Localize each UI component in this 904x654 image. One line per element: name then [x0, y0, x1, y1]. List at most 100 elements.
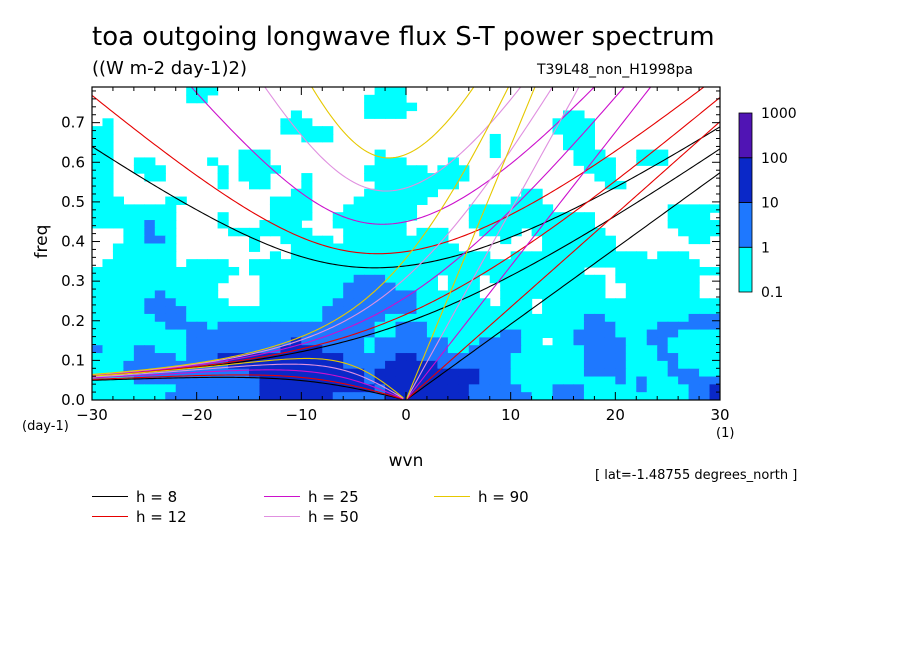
spectrum-cell	[385, 353, 397, 362]
spectrum-cell	[353, 306, 365, 315]
spectrum-cell	[636, 157, 648, 166]
spectrum-cell	[573, 306, 585, 315]
spectrum-cell	[447, 282, 459, 292]
spectrum-cell	[489, 266, 501, 276]
spectrum-cell	[416, 376, 428, 385]
spectrum-cell	[531, 353, 543, 362]
spectrum-cell	[269, 212, 281, 221]
spectrum-cell	[468, 337, 480, 346]
spectrum-cell	[301, 173, 313, 182]
spectrum-cell	[290, 345, 302, 354]
spectrum-cell	[594, 290, 606, 299]
spectrum-cell	[165, 360, 177, 370]
spectrum-cell	[636, 298, 648, 307]
spectrum-cell	[699, 313, 711, 323]
spectrum-cell	[468, 212, 480, 221]
spectrum-cell	[112, 243, 124, 252]
spectrum-cell	[165, 282, 177, 292]
spectrum-cell	[479, 227, 491, 237]
spectrum-cell	[123, 282, 135, 292]
spectrum-cell	[625, 266, 637, 276]
spectrum-cell	[343, 235, 355, 245]
spectrum-cell	[165, 259, 177, 268]
spectrum-cell	[259, 180, 271, 190]
spectrum-cell	[175, 353, 187, 362]
spectrum-cell	[311, 321, 323, 331]
spectrum-cell	[301, 212, 313, 221]
spectrum-cell	[280, 227, 292, 237]
spectrum-cell	[699, 227, 711, 237]
spectrum-cell	[259, 266, 271, 276]
spectrum-cell	[458, 259, 470, 268]
y-tick-label: 0.3	[61, 272, 85, 290]
spectrum-cell	[154, 360, 166, 370]
spectrum-cell	[657, 345, 669, 354]
spectrum-cell	[154, 251, 166, 260]
spectrum-cell	[144, 282, 156, 292]
spectrum-cell	[249, 149, 261, 159]
spectrum-cell	[573, 376, 585, 385]
spectrum-cell	[175, 274, 187, 284]
spectrum-cell	[447, 368, 459, 378]
spectrum-cell	[615, 266, 627, 276]
spectrum-cell	[343, 345, 355, 354]
spectrum-cell	[269, 165, 281, 174]
spectrum-cell	[395, 345, 407, 354]
spectrum-cell	[165, 220, 177, 229]
spectrum-cell	[238, 392, 250, 400]
spectrum-cell	[500, 384, 512, 393]
spectrum-cell	[269, 329, 281, 339]
spectrum-cell	[552, 274, 564, 284]
spectrum-cell	[144, 165, 156, 174]
spectrum-cell	[280, 298, 292, 307]
spectrum-cell	[269, 266, 281, 276]
spectrum-cell	[437, 251, 449, 260]
spectrum-cell	[573, 337, 585, 346]
spectrum-cell	[699, 345, 711, 354]
spectrum-cell	[175, 329, 187, 339]
spectrum-cell	[500, 212, 512, 221]
spectrum-cell	[552, 243, 564, 252]
spectrum-cell	[552, 376, 564, 385]
spectrum-cell	[657, 368, 669, 378]
spectrum-cell	[280, 235, 292, 245]
spectrum-cell	[489, 306, 501, 315]
colorbar-swatch	[738, 202, 753, 248]
spectrum-cell	[374, 306, 386, 315]
spectrum-cell	[353, 251, 365, 260]
spectrum-cell	[563, 110, 575, 119]
spectrum-cell	[269, 337, 281, 346]
spectrum-cell	[458, 368, 470, 378]
spectrum-cell	[573, 220, 585, 229]
spectrum-cell	[353, 290, 365, 299]
spectrum-cell	[249, 157, 261, 166]
spectrum-cell	[322, 337, 334, 346]
spectrum-cell	[92, 345, 104, 354]
legend-swatch	[92, 516, 128, 517]
spectrum-cell	[123, 298, 135, 307]
spectrum-cell	[615, 180, 627, 190]
spectrum-cell	[583, 235, 595, 245]
spectrum-cell	[133, 290, 145, 299]
spectrum-cell	[112, 290, 124, 299]
spectrum-cell	[322, 353, 334, 362]
spectrum-cell	[165, 392, 177, 400]
spectrum-cell	[364, 196, 376, 205]
spectrum-cell	[112, 337, 124, 346]
spectrum-cell	[479, 337, 491, 346]
spectrum-cell	[458, 353, 470, 362]
spectrum-cell	[646, 282, 658, 292]
spectrum-cell	[290, 266, 302, 276]
spectrum-cell	[343, 353, 355, 362]
spectrum-cell	[353, 259, 365, 268]
x-axis-label: wvn	[389, 451, 424, 471]
spectrum-cell	[615, 329, 627, 339]
spectrum-cell	[615, 251, 627, 260]
spectrum-cell	[92, 266, 104, 276]
spectrum-cell	[709, 321, 720, 331]
spectrum-cell	[426, 235, 438, 245]
spectrum-cell	[217, 376, 229, 385]
spectrum-cell	[583, 251, 595, 260]
spectrum-cell	[667, 360, 679, 370]
spectrum-cell	[301, 282, 313, 292]
